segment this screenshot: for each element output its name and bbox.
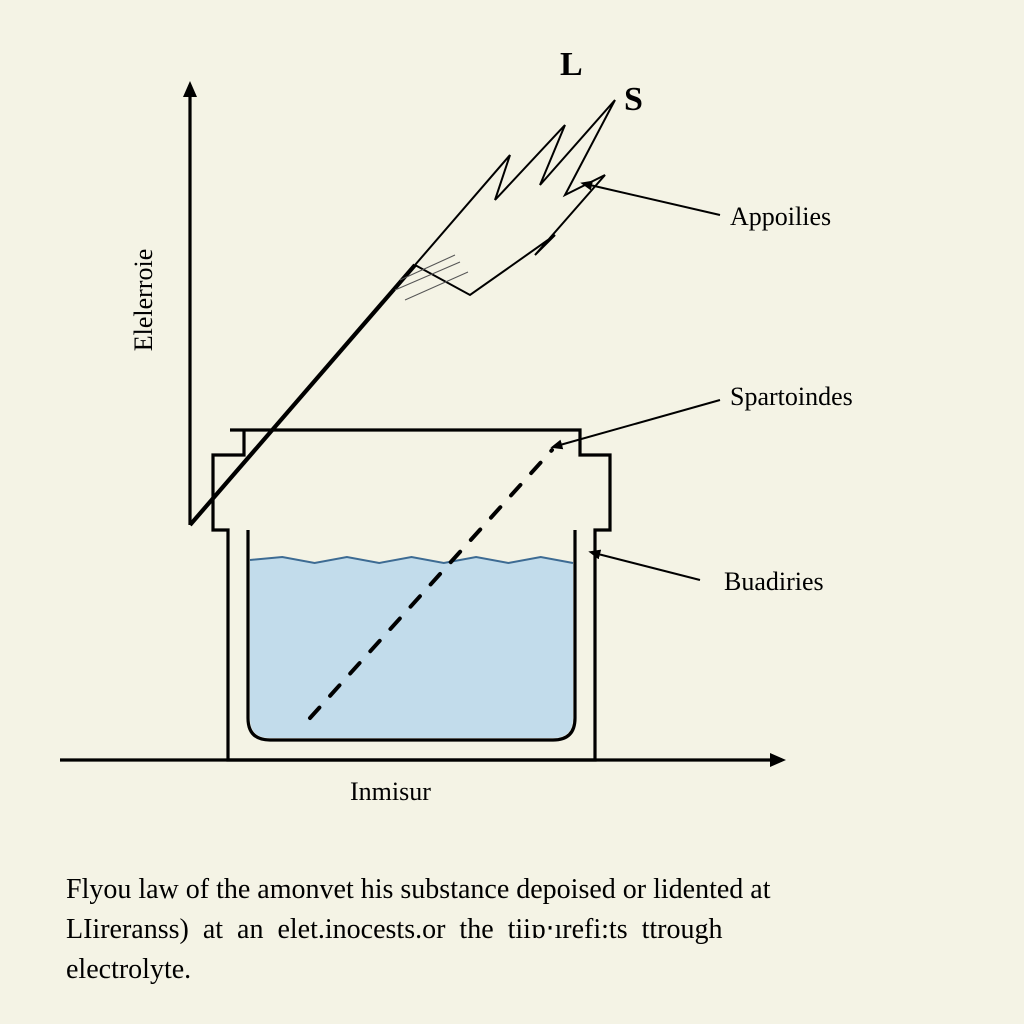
callout-label-appoilies: Appoilies: [730, 202, 831, 231]
lightning-bolt-icon: [415, 100, 615, 295]
caption-line: Flyou law of the amonvet his substance d…: [66, 870, 771, 910]
callout-arrow-appoilies: [590, 185, 720, 215]
callout-arrow-buadiries: [598, 554, 700, 580]
callout-label-spartoindes: Spartoindes: [730, 382, 853, 411]
figure-caption: Flyou law of the amonvet his substance d…: [66, 870, 771, 990]
callout-arrow-spartoindes: [560, 400, 720, 445]
x-axis-label: Inmisur: [350, 777, 431, 806]
diagonal-trend-line: [190, 265, 415, 525]
electrolyte-liquid: [250, 557, 573, 738]
letter-s-label: S: [624, 81, 643, 118]
caption-line: LIireranss) at an elet.inocests.or the t…: [66, 910, 771, 950]
y-axis-label: Elelerroie: [129, 249, 158, 352]
callout-label-buadiries: Buadiries: [724, 567, 824, 596]
caption-line: electrolyte.: [66, 950, 771, 990]
letter-l-label: L: [560, 46, 583, 83]
